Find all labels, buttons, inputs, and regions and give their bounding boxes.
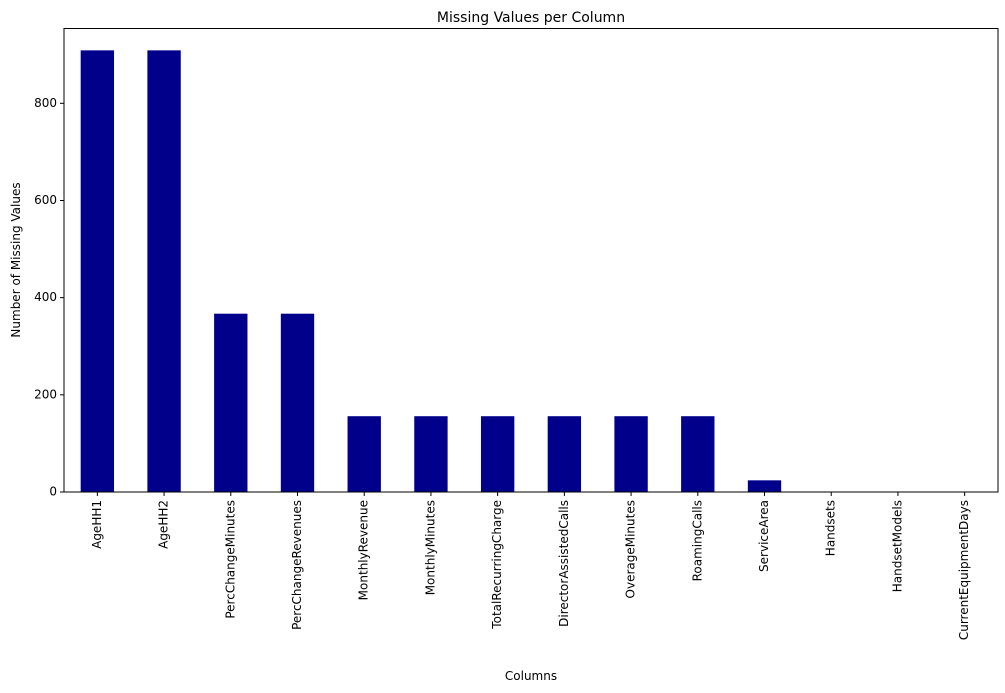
bar-RoamingCalls <box>681 416 715 492</box>
y-tick-label: 200 <box>34 387 57 401</box>
y-axis-label: Number of Missing Values <box>9 182 23 337</box>
bar-OverageMinutes <box>614 416 648 492</box>
y-tick-label: 600 <box>34 193 57 207</box>
x-tick-label: HandsetModels <box>890 500 904 592</box>
bar-DirectorAssistedCalls <box>547 416 582 492</box>
bar-PercChangeRevenues <box>280 313 315 492</box>
x-tick-label: PercChangeRevenues <box>290 500 304 630</box>
y-tick-label: 400 <box>34 290 57 304</box>
plot-frame <box>63 28 999 493</box>
x-tick-label: RoamingCalls <box>690 500 704 581</box>
bar-ServiceArea <box>747 480 782 492</box>
x-axis-label: Columns <box>505 669 557 683</box>
x-tick-label: OverageMinutes <box>624 500 638 598</box>
bar-TotalRecurringCharge <box>480 416 515 492</box>
x-axis: AgeHH1 AgeHH2 PercChangeMinutes PercChangeR… <box>90 492 971 640</box>
y-axis: 0 200 400 600 800 <box>34 96 64 499</box>
bars-group <box>80 50 982 492</box>
y-tick-label: 800 <box>34 96 57 110</box>
bar-MonthlyRevenue <box>347 416 381 492</box>
x-tick-label: MonthlyMinutes <box>423 500 437 595</box>
x-tick-label: DirectorAssistedCalls <box>557 500 571 627</box>
x-tick-label: ServiceArea <box>757 500 771 572</box>
bar-PercChangeMinutes <box>214 313 248 492</box>
x-tick-label: AgeHH2 <box>157 500 171 549</box>
x-tick-label: TotalRecurringCharge <box>490 500 504 630</box>
x-tick-label: CurrentEquipmentDays <box>957 500 971 640</box>
x-tick-label: PercChangeMinutes <box>223 500 237 619</box>
x-tick-label: Handsets <box>824 500 838 556</box>
chart-title: Missing Values per Column <box>437 10 625 26</box>
y-tick-label: 0 <box>49 485 57 499</box>
bar-AgeHH1 <box>80 50 115 492</box>
x-tick-label: MonthlyRevenue <box>357 500 371 600</box>
bar-MonthlyMinutes <box>414 416 448 492</box>
bar-AgeHH2 <box>147 50 181 492</box>
x-tick-label: AgeHH1 <box>90 500 104 549</box>
